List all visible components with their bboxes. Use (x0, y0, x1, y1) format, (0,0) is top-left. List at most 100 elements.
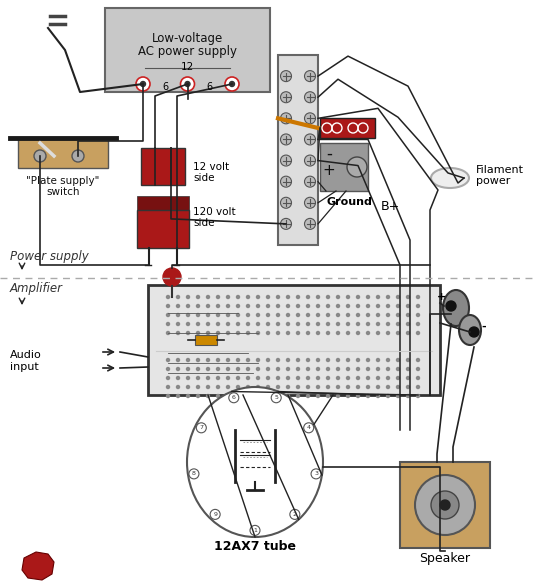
Circle shape (166, 359, 169, 362)
Circle shape (141, 82, 146, 86)
Circle shape (187, 395, 190, 397)
Circle shape (306, 368, 310, 370)
Circle shape (386, 296, 390, 299)
Circle shape (237, 376, 239, 379)
Circle shape (280, 198, 292, 208)
Circle shape (317, 395, 319, 397)
Circle shape (266, 296, 270, 299)
Circle shape (304, 134, 316, 145)
FancyBboxPatch shape (137, 210, 189, 248)
Circle shape (187, 305, 190, 308)
Circle shape (357, 313, 359, 316)
Circle shape (197, 386, 199, 389)
Circle shape (327, 395, 329, 397)
Circle shape (346, 359, 350, 362)
Circle shape (386, 359, 390, 362)
Circle shape (317, 305, 319, 308)
Circle shape (407, 296, 409, 299)
Circle shape (227, 296, 230, 299)
Circle shape (327, 332, 329, 335)
Circle shape (296, 322, 300, 326)
FancyBboxPatch shape (400, 462, 490, 548)
Circle shape (287, 359, 289, 362)
Circle shape (246, 376, 249, 379)
Circle shape (296, 376, 300, 379)
Text: 12 volt: 12 volt (193, 162, 229, 172)
Circle shape (266, 368, 270, 370)
Circle shape (357, 305, 359, 308)
Circle shape (357, 322, 359, 326)
Text: power: power (476, 176, 511, 186)
Circle shape (376, 296, 379, 299)
Text: 6: 6 (232, 395, 236, 400)
Circle shape (306, 332, 310, 335)
Circle shape (280, 92, 292, 103)
Circle shape (304, 92, 316, 103)
Circle shape (185, 82, 190, 86)
Circle shape (367, 305, 369, 308)
FancyBboxPatch shape (148, 285, 440, 395)
Circle shape (306, 305, 310, 308)
Circle shape (367, 359, 369, 362)
Circle shape (306, 386, 310, 389)
Circle shape (306, 313, 310, 316)
Circle shape (317, 359, 319, 362)
Text: 6: 6 (207, 82, 213, 92)
Circle shape (280, 134, 292, 145)
Circle shape (230, 82, 235, 86)
Circle shape (290, 509, 300, 519)
Circle shape (317, 368, 319, 370)
Circle shape (336, 386, 340, 389)
Text: -: - (326, 145, 332, 163)
Circle shape (336, 368, 340, 370)
Circle shape (277, 305, 279, 308)
Circle shape (227, 322, 230, 326)
Circle shape (287, 368, 289, 370)
Circle shape (346, 395, 350, 397)
FancyBboxPatch shape (278, 55, 318, 245)
Text: AC power supply: AC power supply (138, 45, 237, 58)
Circle shape (256, 395, 260, 397)
Circle shape (187, 368, 190, 370)
Circle shape (237, 332, 239, 335)
Circle shape (166, 368, 169, 370)
Circle shape (357, 296, 359, 299)
Circle shape (397, 332, 400, 335)
Circle shape (296, 368, 300, 370)
Circle shape (166, 313, 169, 316)
Circle shape (166, 395, 169, 397)
Circle shape (246, 395, 249, 397)
Circle shape (346, 376, 350, 379)
Circle shape (166, 376, 169, 379)
Circle shape (317, 386, 319, 389)
Circle shape (166, 322, 169, 326)
Circle shape (386, 305, 390, 308)
Circle shape (206, 305, 209, 308)
Circle shape (376, 376, 379, 379)
Circle shape (187, 386, 190, 389)
FancyBboxPatch shape (195, 335, 217, 345)
Circle shape (266, 376, 270, 379)
Circle shape (227, 359, 230, 362)
Circle shape (304, 71, 316, 82)
Circle shape (216, 322, 220, 326)
Circle shape (227, 386, 230, 389)
Text: -: - (482, 322, 486, 332)
Circle shape (246, 332, 249, 335)
Text: 12: 12 (181, 62, 194, 72)
Circle shape (277, 313, 279, 316)
Text: +: + (438, 292, 447, 302)
Polygon shape (22, 552, 54, 580)
Circle shape (296, 386, 300, 389)
Ellipse shape (431, 168, 469, 188)
Circle shape (206, 376, 209, 379)
Circle shape (237, 359, 239, 362)
Circle shape (216, 313, 220, 316)
Circle shape (317, 322, 319, 326)
Circle shape (246, 359, 249, 362)
Circle shape (216, 395, 220, 397)
Circle shape (216, 376, 220, 379)
Circle shape (376, 395, 379, 397)
Circle shape (376, 305, 379, 308)
Circle shape (176, 322, 180, 326)
